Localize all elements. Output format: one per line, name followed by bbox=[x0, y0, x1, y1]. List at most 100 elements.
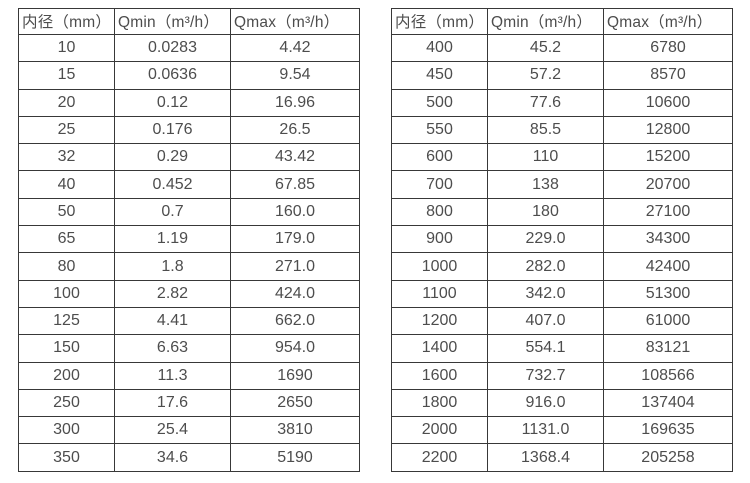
table-row: 800 180 27100 bbox=[391, 197, 733, 227]
table-cell: 42400 bbox=[603, 252, 733, 281]
table-cell: 45.2 bbox=[487, 33, 604, 63]
table-cell: 15 bbox=[18, 61, 115, 90]
table-cell: 1.19 bbox=[114, 225, 231, 254]
table-cell: 1690 bbox=[230, 361, 360, 390]
table-cell: 25 bbox=[18, 115, 115, 145]
table-cell: 77.6 bbox=[487, 88, 604, 117]
table-cell: 17.6 bbox=[114, 388, 231, 418]
table-cell: 271.0 bbox=[230, 252, 360, 281]
table-cell: 450 bbox=[391, 61, 488, 90]
table-cell: 800 bbox=[391, 197, 488, 227]
table-row: 550 85.5 12800 bbox=[391, 115, 733, 145]
table-row: 1200 407.0 61000 bbox=[391, 306, 733, 336]
table-cell: 342.0 bbox=[487, 279, 604, 308]
table-row: 500 77.6 10600 bbox=[391, 88, 733, 117]
table-cell: 1200 bbox=[391, 306, 488, 336]
table-cell: 1800 bbox=[391, 388, 488, 418]
table-row: 50 0.7 160.0 bbox=[18, 197, 360, 227]
table-cell: 25.4 bbox=[114, 416, 231, 445]
table-row: 1400 554.1 83121 bbox=[391, 334, 733, 363]
table-cell: 700 bbox=[391, 170, 488, 199]
table-cell: 34.6 bbox=[114, 443, 231, 472]
header-cell: Qmax（m³/h） bbox=[603, 8, 733, 35]
table-cell: 8570 bbox=[603, 61, 733, 90]
table-cell: 179.0 bbox=[230, 225, 360, 254]
table-row: 700 138 20700 bbox=[391, 170, 733, 199]
table-row: 40 0.452 67.85 bbox=[18, 170, 360, 199]
table-cell: 2000 bbox=[391, 416, 488, 445]
table-cell: 108566 bbox=[603, 361, 733, 390]
table-cell: 0.29 bbox=[114, 143, 231, 172]
table-cell: 4.42 bbox=[230, 33, 360, 63]
table-cell: 1.8 bbox=[114, 252, 231, 281]
table-row: 400 45.2 6780 bbox=[391, 33, 733, 63]
table-cell: 51300 bbox=[603, 279, 733, 308]
table-cell: 32 bbox=[18, 143, 115, 172]
table-cell: 26.5 bbox=[230, 115, 360, 145]
table-cell: 0.452 bbox=[114, 170, 231, 199]
table-row: 125 4.41 662.0 bbox=[18, 306, 360, 336]
table-cell: 662.0 bbox=[230, 306, 360, 336]
header-row: 内径（mm） Qmin（m³/h） Qmax（m³/h） bbox=[391, 8, 733, 35]
table-row: 1800 916.0 137404 bbox=[391, 388, 733, 418]
table-row: 300 25.4 3810 bbox=[18, 416, 360, 445]
table-row: 350 34.6 5190 bbox=[18, 443, 360, 472]
header-cell: Qmin（m³/h） bbox=[114, 8, 231, 35]
table-cell: 80 bbox=[18, 252, 115, 281]
table-row: 20 0.12 16.96 bbox=[18, 88, 360, 117]
table-cell: 4.41 bbox=[114, 306, 231, 336]
table-cell: 27100 bbox=[603, 197, 733, 227]
table-cell: 6.63 bbox=[114, 334, 231, 363]
table-cell: 732.7 bbox=[487, 361, 604, 390]
table-cell: 57.2 bbox=[487, 61, 604, 90]
table-cell: 6780 bbox=[603, 33, 733, 63]
table-cell: 40 bbox=[18, 170, 115, 199]
table-cell: 1131.0 bbox=[487, 416, 604, 445]
table-cell: 43.42 bbox=[230, 143, 360, 172]
table-cell: 1368.4 bbox=[487, 443, 604, 472]
table-cell: 0.176 bbox=[114, 115, 231, 145]
table-cell: 83121 bbox=[603, 334, 733, 363]
table-cell: 500 bbox=[391, 88, 488, 117]
table-row: 450 57.2 8570 bbox=[391, 61, 733, 90]
table-row: 250 17.6 2650 bbox=[18, 388, 360, 418]
flow-table-large-diameters: 内径（mm） Qmin（m³/h） Qmax（m³/h） 400 45.2 6780 45… bbox=[391, 8, 733, 472]
table-cell: 150 bbox=[18, 334, 115, 363]
table-cell: 1100 bbox=[391, 279, 488, 308]
table-cell: 125 bbox=[18, 306, 115, 336]
table-cell: 16.96 bbox=[230, 88, 360, 117]
table-row: 10 0.0283 4.42 bbox=[18, 33, 360, 63]
table-row: 32 0.29 43.42 bbox=[18, 143, 360, 172]
table-cell: 9.54 bbox=[230, 61, 360, 90]
table-cell: 2.82 bbox=[114, 279, 231, 308]
table-cell: 34300 bbox=[603, 225, 733, 254]
table-cell: 20700 bbox=[603, 170, 733, 199]
table-cell: 1600 bbox=[391, 361, 488, 390]
table-cell: 200 bbox=[18, 361, 115, 390]
table-row: 100 2.82 424.0 bbox=[18, 279, 360, 308]
table-cell: 100 bbox=[18, 279, 115, 308]
header-cell: Qmin（m³/h） bbox=[487, 8, 604, 35]
table-cell: 138 bbox=[487, 170, 604, 199]
table-row: 1600 732.7 108566 bbox=[391, 361, 733, 390]
table-row: 2000 1131.0 169635 bbox=[391, 416, 733, 445]
table-cell: 916.0 bbox=[487, 388, 604, 418]
table-row: 2200 1368.4 205258 bbox=[391, 443, 733, 472]
table-cell: 550 bbox=[391, 115, 488, 145]
header-cell: Qmax（m³/h） bbox=[230, 8, 360, 35]
table-row: 600 110 15200 bbox=[391, 143, 733, 172]
table-row: 1100 342.0 51300 bbox=[391, 279, 733, 308]
table-cell: 2650 bbox=[230, 388, 360, 418]
table-cell: 407.0 bbox=[487, 306, 604, 336]
header-row: 内径（mm） Qmin（m³/h） Qmax（m³/h） bbox=[18, 8, 360, 35]
table-cell: 10600 bbox=[603, 88, 733, 117]
table-cell: 5190 bbox=[230, 443, 360, 472]
table-cell: 900 bbox=[391, 225, 488, 254]
flow-rate-tables: 内径（mm） Qmin（m³/h） Qmax（m³/h） 10 0.0283 4.42 1… bbox=[18, 8, 733, 472]
table-cell: 400 bbox=[391, 33, 488, 63]
table-cell: 0.0283 bbox=[114, 33, 231, 63]
table-cell: 424.0 bbox=[230, 279, 360, 308]
table-cell: 1000 bbox=[391, 252, 488, 281]
table-cell: 229.0 bbox=[487, 225, 604, 254]
table-row: 1000 282.0 42400 bbox=[391, 252, 733, 281]
